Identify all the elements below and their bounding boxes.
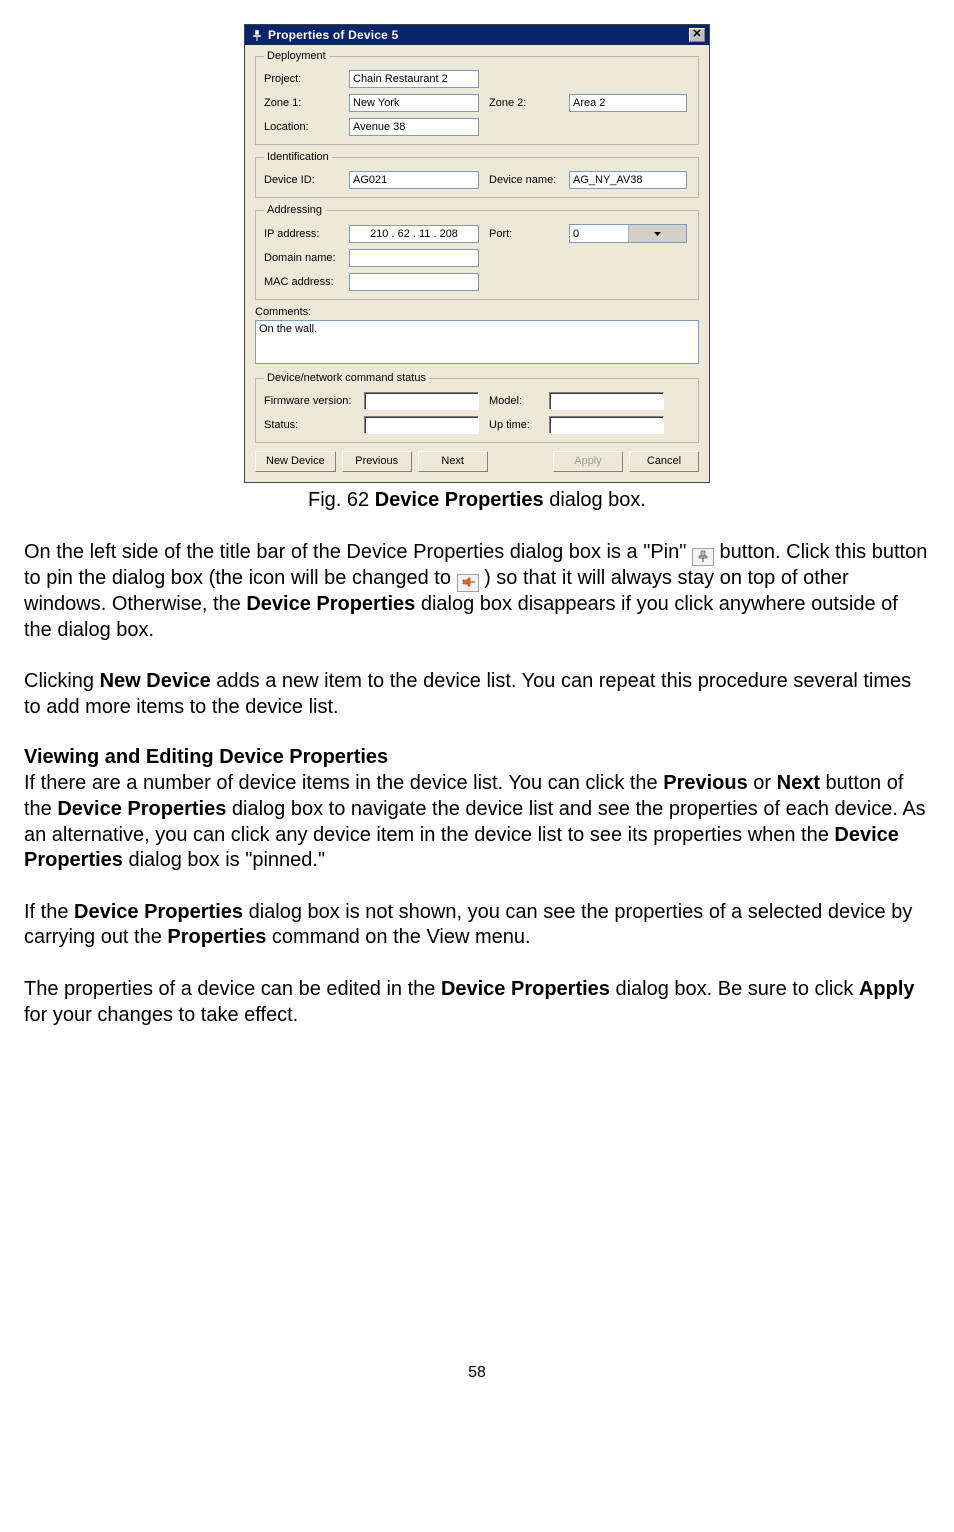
status-legend: Device/network command status — [264, 372, 429, 384]
identification-legend: Identification — [264, 151, 332, 163]
titlebar-text: Properties of Device 5 — [268, 28, 689, 42]
cancel-button[interactable]: Cancel — [629, 451, 699, 472]
paragraph-2: Clicking New Device adds a new item to t… — [24, 669, 930, 720]
zone2-input[interactable] — [569, 94, 687, 112]
device-name-label: Device name: — [489, 174, 569, 186]
location-label: Location: — [264, 121, 349, 133]
uptime-input — [549, 416, 664, 434]
page-number: 58 — [24, 1364, 930, 1382]
status-group: Device/network command status Firmware v… — [255, 372, 699, 443]
subhead: Viewing and Editing Device Properties — [24, 746, 930, 769]
figure-caption: Fig. 62 Device Properties dialog box. — [308, 489, 646, 512]
model-input — [549, 392, 664, 410]
comments-label: Comments: — [255, 306, 699, 318]
previous-button[interactable]: Previous — [342, 451, 412, 472]
paragraph-1: On the left side of the title bar of the… — [24, 540, 930, 643]
device-id-label: Device ID: — [264, 174, 349, 186]
zone2-label: Zone 2: — [489, 97, 569, 109]
close-icon[interactable]: ✕ — [689, 28, 705, 42]
port-value: 0 — [570, 228, 628, 240]
dialog-body: Deployment Project: Zone 1: Zone 2: Loca… — [245, 45, 709, 482]
ip-input[interactable] — [349, 225, 479, 243]
chevron-down-icon — [628, 225, 687, 242]
uptime-label: Up time: — [489, 419, 549, 431]
comments-input[interactable]: On the wall. — [255, 320, 699, 364]
pin-icon-inline — [692, 548, 714, 566]
port-label: Port: — [489, 228, 569, 240]
device-name-input[interactable] — [569, 171, 687, 189]
paragraph-4: If the Device Properties dialog box is n… — [24, 900, 930, 951]
next-button[interactable]: Next — [418, 451, 488, 472]
status-input — [364, 416, 479, 434]
addressing-group: Addressing IP address: Port: 0 Domain na… — [255, 204, 699, 300]
firmware-input — [364, 392, 479, 410]
deployment-group: Deployment Project: Zone 1: Zone 2: Loca… — [255, 50, 699, 145]
addressing-legend: Addressing — [264, 204, 325, 216]
port-select[interactable]: 0 — [569, 224, 687, 243]
location-input[interactable] — [349, 118, 479, 136]
zone1-label: Zone 1: — [264, 97, 349, 109]
titlebar: Properties of Device 5 ✕ — [245, 25, 709, 45]
domain-label: Domain name: — [264, 252, 349, 264]
paragraph-3: If there are a number of device items in… — [24, 771, 930, 873]
zone1-input[interactable] — [349, 94, 479, 112]
model-label: Model: — [489, 395, 549, 407]
device-id-input[interactable] — [349, 171, 479, 189]
apply-button[interactable]: Apply — [553, 451, 623, 472]
mac-label: MAC address: — [264, 276, 349, 288]
button-row: New Device Previous Next Apply Cancel — [255, 451, 699, 472]
pinned-icon-inline — [457, 574, 479, 592]
domain-input[interactable] — [349, 249, 479, 267]
identification-group: Identification Device ID: Device name: — [255, 151, 699, 198]
dialog-screenshot: Properties of Device 5 ✕ Deployment Proj… — [24, 24, 930, 512]
pin-icon[interactable] — [250, 28, 264, 42]
paragraph-5: The properties of a device can be edited… — [24, 977, 930, 1028]
comments-block: Comments: On the wall. — [255, 306, 699, 364]
ip-label: IP address: — [264, 228, 349, 240]
dialog-window: Properties of Device 5 ✕ Deployment Proj… — [244, 24, 710, 483]
firmware-label: Firmware version: — [264, 395, 364, 407]
deployment-legend: Deployment — [264, 50, 329, 62]
status-label: Status: — [264, 419, 364, 431]
project-input[interactable] — [349, 70, 479, 88]
project-label: Project: — [264, 73, 349, 85]
new-device-button[interactable]: New Device — [255, 451, 336, 472]
mac-input[interactable] — [349, 273, 479, 291]
